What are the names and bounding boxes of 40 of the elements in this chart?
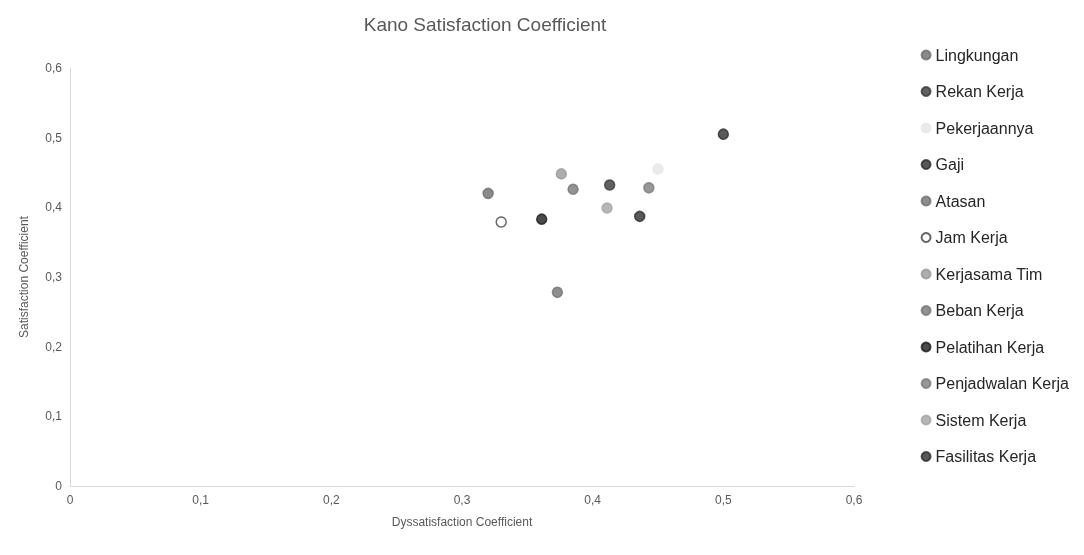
y-tick-label: 0,1 [45, 409, 63, 424]
legend-label: Lingkungan [935, 46, 1019, 64]
legend-label: Jam Kerja [935, 229, 1008, 246]
y-tick-label: 0 [55, 479, 63, 493]
x-tick-label: 0 [66, 493, 74, 507]
point [567, 183, 579, 195]
legend-label: Rekan Kerja [935, 83, 1024, 100]
y-tick-label: 0,4 [45, 200, 63, 215]
point [482, 187, 494, 200]
point [601, 202, 613, 214]
point [555, 168, 568, 180]
x-tick-label: 0,5 [714, 493, 732, 507]
y-tick-label: 0,6 [45, 61, 63, 75]
legend-label: Gaji [935, 156, 965, 173]
point [717, 128, 730, 140]
point [633, 210, 646, 223]
y-tick-label: 0,5 [45, 130, 63, 145]
x-tick-label: 0,4 [584, 493, 602, 507]
legend-label: Sistem Kerja [935, 411, 1027, 429]
chart-title: Kano Satisfaction Coefficient [363, 14, 608, 35]
point [495, 216, 507, 228]
x-tick-label: 0,3 [453, 493, 471, 507]
y-axis-title: Satisfaction Coefficient [17, 215, 31, 338]
legend-label: Atasan [935, 192, 986, 210]
y-tick-label: 0,3 [45, 270, 63, 284]
legend-label: Pelatihan Kerja [935, 338, 1045, 356]
point [535, 213, 548, 225]
point [643, 182, 655, 194]
legend-label: Fasilitas Kerja [935, 448, 1037, 465]
x-tick-label: 0,6 [845, 493, 863, 507]
legend-label: Beban Kerja [935, 302, 1024, 319]
point [603, 179, 616, 191]
legend-label: Penjadwalan Kerja [935, 375, 1070, 392]
point [551, 286, 564, 299]
x-tick-label: 0,1 [192, 493, 210, 507]
x-axis-title: Dyssatisfaction Coefficient [391, 515, 533, 529]
y-tick-label: 0,2 [45, 339, 63, 354]
legend-label: Kerjasama Tim [935, 265, 1043, 283]
x-tick-label: 0,2 [322, 493, 340, 507]
legend-label: Pekerjaannya [935, 119, 1034, 137]
